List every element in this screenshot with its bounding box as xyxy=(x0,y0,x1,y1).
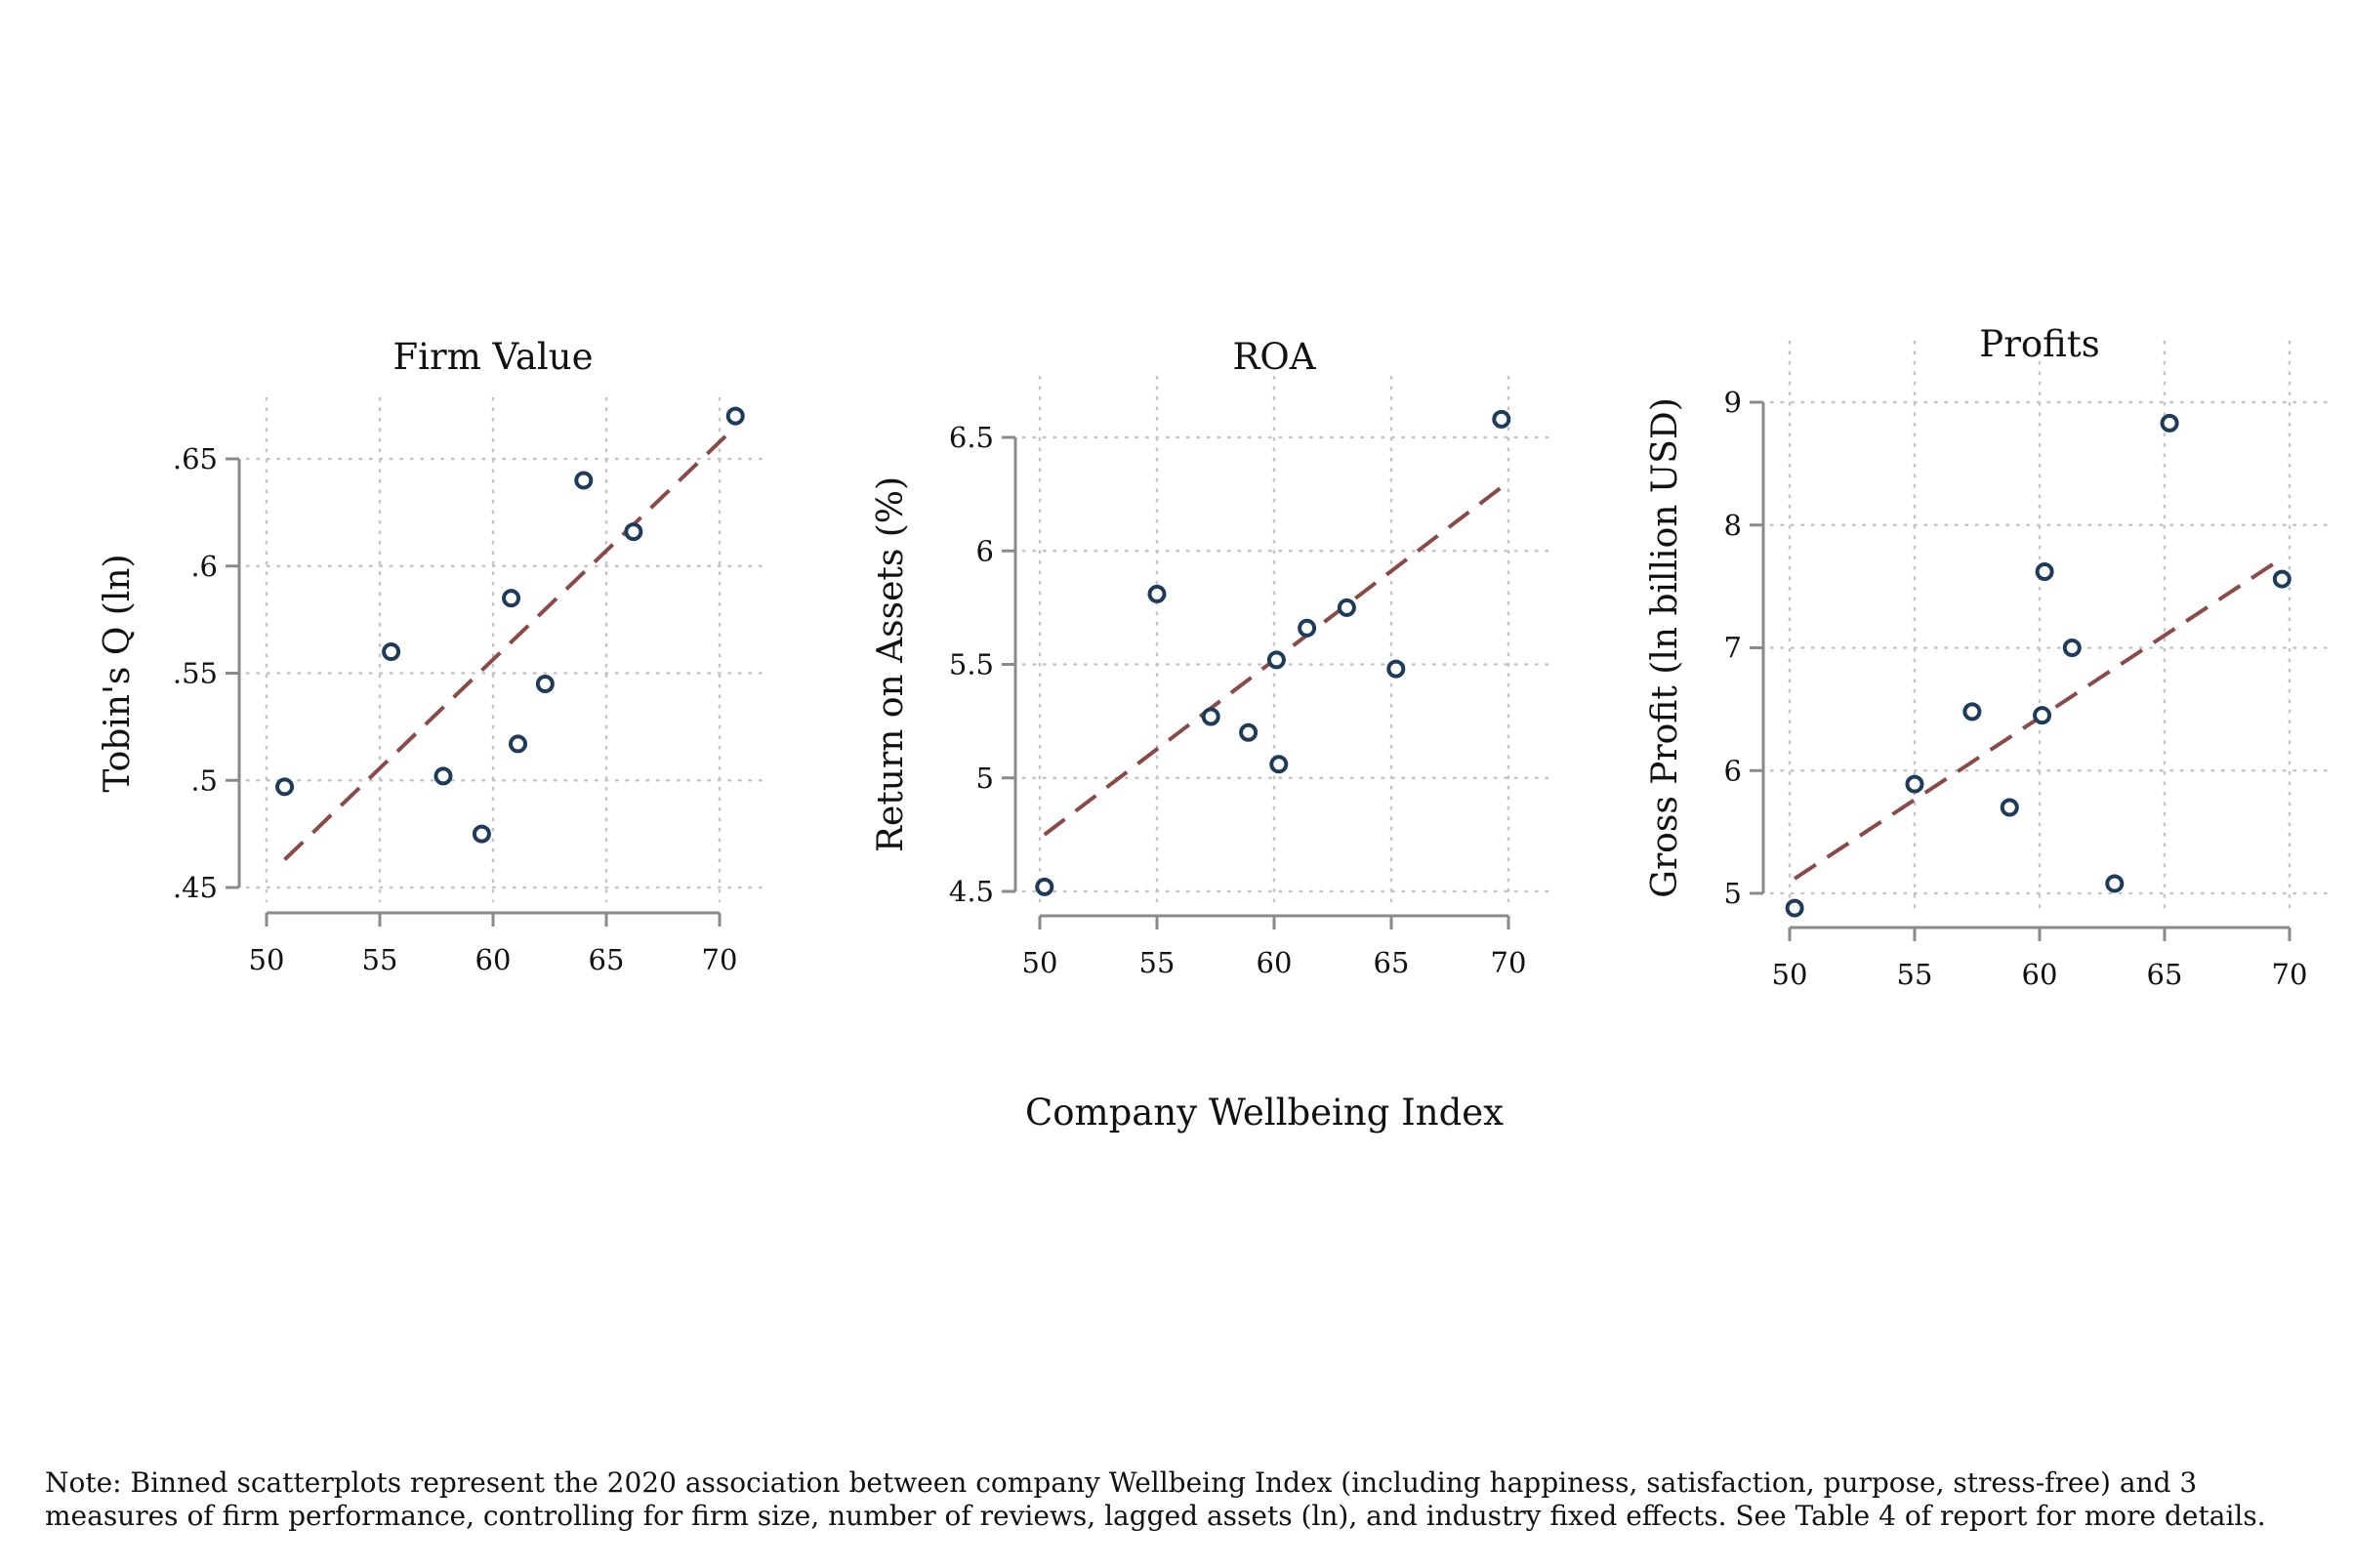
y-tick-label: 8 xyxy=(1724,509,1742,542)
data-point xyxy=(1785,898,1804,918)
data-point xyxy=(509,734,528,754)
y-tick-label: .45 xyxy=(173,871,218,904)
data-point xyxy=(1962,702,1982,722)
fit-line xyxy=(283,425,737,861)
data-point xyxy=(1239,722,1259,742)
data-point xyxy=(1201,707,1220,726)
data-point xyxy=(1147,584,1167,603)
y-tick-label: .55 xyxy=(173,657,218,690)
x-tick-label: 50 xyxy=(249,943,285,976)
data-point xyxy=(2272,569,2291,589)
x-tick-label: 65 xyxy=(589,943,625,976)
data-point xyxy=(624,522,643,542)
note-line-2: measures of firm performance, controllin… xyxy=(45,1500,2266,1532)
y-tick-label: 6 xyxy=(976,534,994,567)
y-tick-label: 4.5 xyxy=(949,875,994,908)
y-axis-label: Gross Profit (ln billion USD) xyxy=(1645,397,1685,898)
x-tick-label: 55 xyxy=(1139,946,1176,979)
x-tick-label: 60 xyxy=(1257,946,1293,979)
data-point xyxy=(1492,409,1511,429)
y-tick-label: .5 xyxy=(190,763,218,797)
note-line-1: Note: Binned scatterplots represent the … xyxy=(45,1466,2198,1499)
y-tick-label: .65 xyxy=(173,442,218,475)
y-tick-label: 5 xyxy=(976,762,994,795)
y-tick-label: 6.5 xyxy=(949,421,994,454)
data-point xyxy=(1386,659,1406,679)
panel-title: ROA xyxy=(1233,336,1317,378)
data-point xyxy=(2035,562,2054,582)
data-point xyxy=(2105,874,2125,893)
data-point xyxy=(2062,639,2082,657)
x-tick-label: 50 xyxy=(1022,946,1058,979)
figure-note: Note: Binned scatterplots represent the … xyxy=(45,1466,2330,1533)
panel-roa: 4.5 5 5.5 6 6.5 50 55 60 65 70 ROA Return on Assets… xyxy=(871,336,1554,979)
data-point xyxy=(2160,413,2179,433)
shared-x-axis-label: Company Wellbeing Index xyxy=(1025,1092,1504,1134)
x-tick-label: 70 xyxy=(2272,958,2308,991)
panel-title: Firm Value xyxy=(393,336,594,378)
data-point xyxy=(1266,650,1286,670)
data-point xyxy=(382,642,401,662)
data-point xyxy=(574,471,594,490)
data-point xyxy=(2033,706,2052,725)
y-tick-label: 5.5 xyxy=(949,648,994,681)
y-axis-label: Tobin's Q (ln) xyxy=(98,554,138,792)
data-point xyxy=(1035,877,1054,896)
data-point xyxy=(433,766,453,786)
x-tick-label: 60 xyxy=(2022,958,2058,991)
y-tick-label: 5 xyxy=(1724,877,1742,910)
panel-title: Profits xyxy=(1979,323,2099,365)
y-tick-label: 6 xyxy=(1724,754,1742,787)
data-point xyxy=(502,589,521,608)
x-tick-label: 60 xyxy=(475,943,512,976)
data-point xyxy=(1905,774,1924,794)
x-tick-label: 50 xyxy=(1772,958,1808,991)
x-tick-label: 65 xyxy=(1374,946,1410,979)
x-tick-label: 55 xyxy=(362,943,398,976)
x-tick-label: 65 xyxy=(2147,958,2183,991)
data-point xyxy=(535,674,555,693)
data-point xyxy=(275,777,295,797)
data-point xyxy=(725,406,745,426)
panel-profits: 5 6 7 8 9 50 55 60 65 70 Profits Gross Profit (ln b… xyxy=(1645,323,2335,991)
data-point xyxy=(472,824,491,844)
y-tick-label: 7 xyxy=(1724,632,1742,665)
x-tick-label: 70 xyxy=(702,943,738,976)
y-tick-label: 9 xyxy=(1724,386,1742,419)
data-point xyxy=(1298,618,1317,638)
y-axis-label: Return on Assets (%) xyxy=(871,476,911,852)
data-point xyxy=(1269,755,1289,774)
x-tick-label: 70 xyxy=(1491,946,1527,979)
x-tick-label: 55 xyxy=(1897,958,1933,991)
data-point xyxy=(2000,798,2019,817)
data-point xyxy=(1337,598,1356,617)
panel-firm-value: .45 .5 .55 .6 .65 50 55 60 65 70 Firm Value Tobin's… xyxy=(98,336,765,976)
y-tick-label: .6 xyxy=(190,550,218,583)
